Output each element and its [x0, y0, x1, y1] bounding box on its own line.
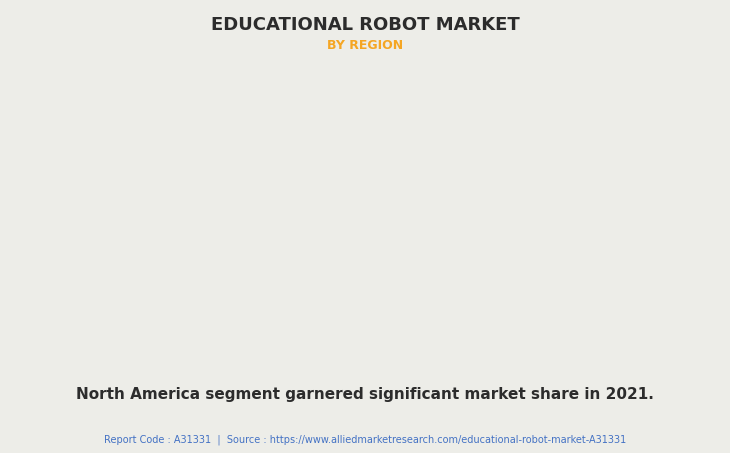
Text: BY REGION: BY REGION [327, 39, 403, 52]
Text: Report Code : A31331  |  Source : https://www.alliedmarketresearch.com/education: Report Code : A31331 | Source : https://… [104, 435, 626, 445]
Text: North America segment garnered significant market share in 2021.: North America segment garnered significa… [76, 387, 654, 402]
Text: EDUCATIONAL ROBOT MARKET: EDUCATIONAL ROBOT MARKET [211, 16, 519, 34]
